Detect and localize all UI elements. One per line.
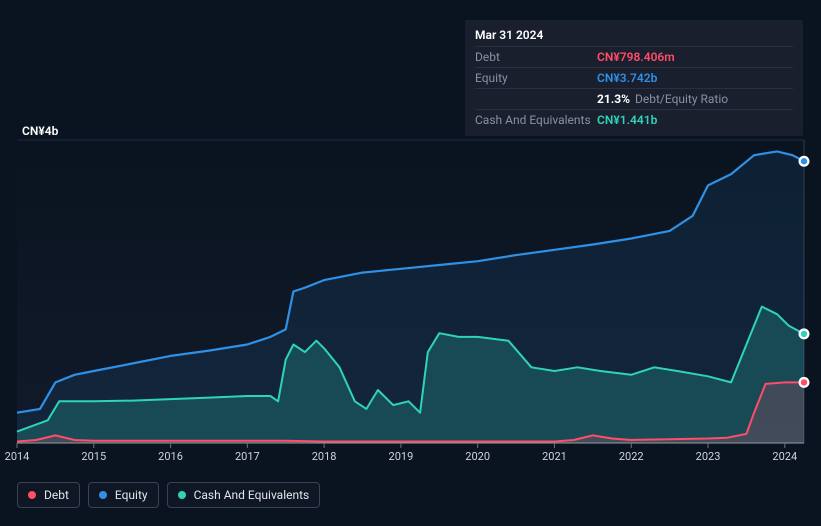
legend-dot-icon (178, 491, 186, 499)
legend-item-equity[interactable]: Equity (88, 482, 159, 508)
legend-label: Equity (115, 488, 148, 502)
x-axis-ticks (17, 443, 785, 448)
chart-legend: Debt Equity Cash And Equivalents (17, 482, 320, 508)
x-tick-label: 2016 (158, 450, 183, 463)
end-marker-debt (799, 377, 810, 388)
x-tick-label: 2017 (235, 450, 260, 463)
financials-chart (0, 0, 821, 526)
legend-item-debt[interactable]: Debt (17, 482, 80, 508)
legend-dot-icon (99, 491, 107, 499)
x-tick-label: 2018 (312, 450, 337, 463)
x-tick-label: 2023 (696, 450, 721, 463)
x-tick-label: 2020 (465, 450, 490, 463)
x-tick-label: 2024 (772, 450, 797, 463)
legend-item-cash[interactable]: Cash And Equivalents (167, 482, 321, 508)
legend-label: Debt (44, 488, 69, 502)
end-marker-cash (799, 328, 810, 339)
x-tick-label: 2019 (389, 450, 414, 463)
legend-label: Cash And Equivalents (194, 488, 310, 502)
x-tick-label: 2014 (5, 450, 30, 463)
end-marker-equity (799, 156, 810, 167)
x-tick-label: 2021 (542, 450, 567, 463)
legend-dot-icon (28, 491, 36, 499)
x-tick-label: 2015 (81, 450, 106, 463)
x-tick-label: 2022 (619, 450, 644, 463)
